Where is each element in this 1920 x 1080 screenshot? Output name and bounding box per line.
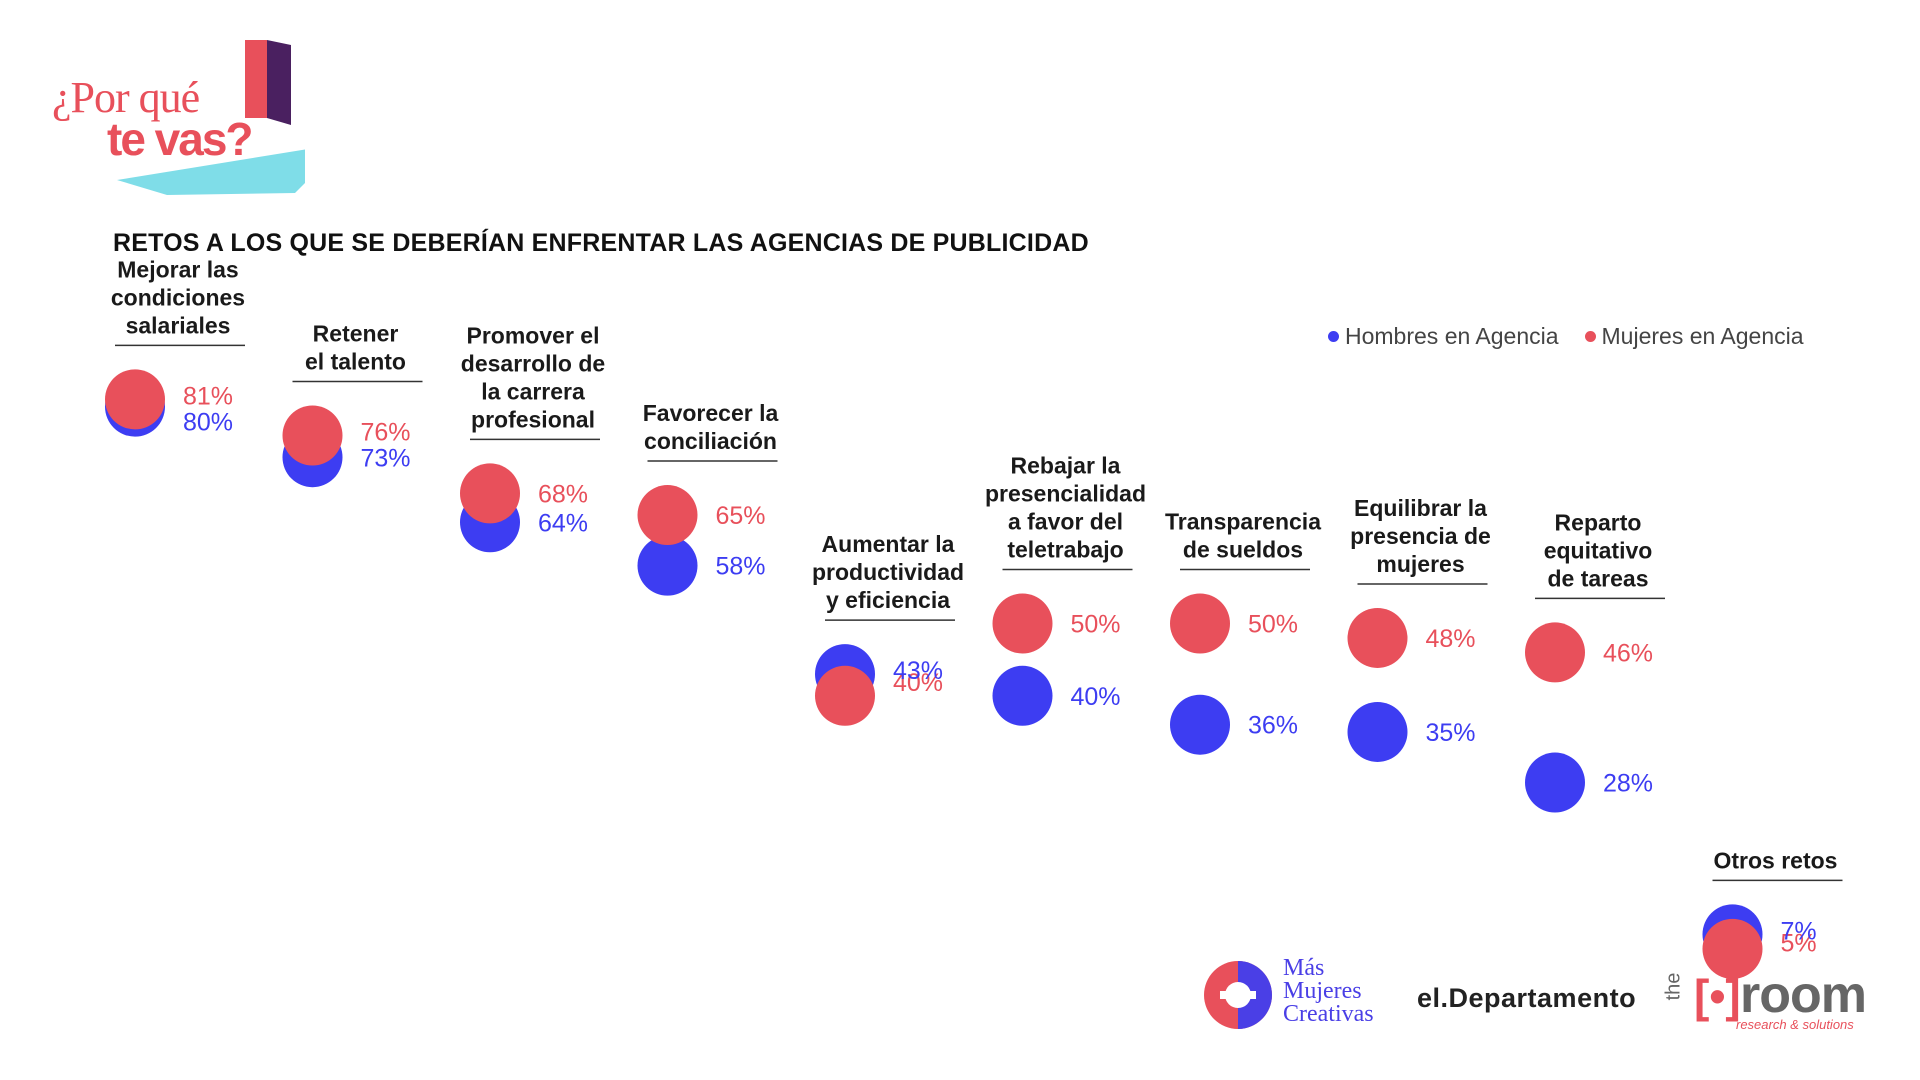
- category-label-line: Otros retos: [1714, 847, 1838, 873]
- value-label-hombres-0: 80%: [183, 408, 233, 436]
- category-label-line: Mejorar las: [117, 256, 238, 282]
- point-mujeres-7: [1347, 607, 1408, 668]
- legend-label-hombres: Hombres en Agencia: [1345, 323, 1559, 349]
- category-label-line: profesional: [471, 406, 595, 432]
- category-label-line: Equilibrar la: [1354, 495, 1487, 521]
- legend-dot-hombres: [1328, 331, 1339, 342]
- footer-logos: Más Mujeres Creativas el.Departamento th…: [1200, 955, 1880, 1035]
- category-label-line: presencia de: [1350, 523, 1491, 549]
- point-mujeres-3: [637, 485, 698, 546]
- point-mujeres-5: [992, 593, 1053, 654]
- legend-item-mujeres: Mujeres en Agencia: [1584, 323, 1804, 350]
- category-label-line: condiciones: [111, 284, 245, 310]
- category-label-line: y eficiencia: [826, 587, 950, 613]
- logo-plum-door: [267, 40, 291, 125]
- category-label-line: teletrabajo: [1007, 537, 1123, 563]
- category-label-line: Transparencia: [1165, 509, 1321, 535]
- value-label-hombres-9: 7%: [1781, 917, 1817, 945]
- category-label-line: el talento: [305, 349, 406, 375]
- point-hombres-7: [1347, 701, 1408, 762]
- mmc-line-1: Más: [1283, 955, 1325, 981]
- category-label-2: Promover el desarrollo de la carrera profes…: [461, 322, 605, 432]
- value-label-hombres-1: 73%: [361, 445, 411, 473]
- value-label-mujeres-4: 40%: [893, 669, 943, 697]
- category-label-line: Retener: [313, 321, 399, 347]
- legend-dot-mujeres: [1584, 331, 1596, 342]
- point-hombres-6: [1170, 694, 1230, 755]
- category-label-line: Rebajar la: [1011, 453, 1121, 479]
- category-label-line: desarrollo de: [461, 350, 605, 376]
- logo-cyan-shape: [117, 143, 345, 195]
- point-hombres-8: [1525, 752, 1585, 813]
- category-label-5: Rebajar la presencialidad a favor del telet…: [985, 453, 1146, 563]
- mmc-logo-icon: [1204, 961, 1272, 1029]
- mmc-line-2: Mujeres: [1283, 978, 1362, 1004]
- logo-text-line1: ¿Por qué: [52, 73, 200, 122]
- category-label-6: Transparencia de sueldos: [1165, 509, 1321, 563]
- point-mujeres-2: [460, 463, 520, 524]
- category-label-0: Mejorar las condiciones salariales: [111, 256, 245, 338]
- value-label-hombres-6: 36%: [1248, 712, 1298, 740]
- the-room-bracket: [•]: [1694, 970, 1741, 1022]
- point-mujeres-4: [815, 665, 875, 726]
- category-label-line: Promover el: [467, 322, 600, 348]
- category-label-line: de tareas: [1547, 565, 1648, 591]
- value-label-hombres-3: 58%: [716, 553, 766, 581]
- logo-text-line2: te vas?: [107, 113, 254, 165]
- legend-label-mujeres: Mujeres en Agencia: [1601, 323, 1804, 349]
- category-label-line: Reparto: [1555, 509, 1642, 535]
- el-departamento-logo: el.Departamento: [1417, 983, 1637, 1013]
- value-label-mujeres-5: 50%: [1071, 611, 1121, 639]
- category-label-line: productividad: [812, 559, 964, 585]
- category-label-8: Reparto equitativo de tareas: [1544, 509, 1653, 591]
- value-label-mujeres-9: 5%: [1781, 929, 1817, 957]
- value-label-hombres-8: 28%: [1603, 770, 1653, 798]
- point-mujeres-6: [1170, 593, 1230, 654]
- category-label-line: mujeres: [1376, 551, 1464, 577]
- legend-item-hombres: Hombres en Agencia: [1328, 323, 1559, 350]
- value-label-mujeres-2: 68%: [538, 480, 588, 508]
- category-label-line: Favorecer la: [643, 400, 779, 426]
- point-hombres-3: [637, 535, 698, 596]
- value-label-mujeres-8: 46%: [1603, 639, 1653, 667]
- category-label-line: Aumentar la: [822, 531, 955, 557]
- logo-coral-door: [245, 40, 267, 118]
- the-room-the: the: [1662, 972, 1685, 1001]
- the-room-word: room: [1740, 966, 1867, 1024]
- category-label-line: la carrera: [481, 378, 585, 404]
- category-label-line: salariales: [126, 312, 231, 338]
- the-room-subtitle: research & solutions: [1736, 1017, 1854, 1032]
- value-label-hombres-2: 64%: [538, 509, 588, 537]
- category-label-9: Otros retos: [1714, 847, 1838, 873]
- chart-title: RETOS A LOS QUE SE DEBERÍAN ENFRENTAR LA…: [113, 229, 1089, 257]
- category-label-line: presencialidad: [985, 481, 1146, 507]
- point-mujeres-1: [282, 405, 343, 466]
- point-mujeres-9: [1702, 918, 1763, 979]
- value-label-mujeres-0: 81%: [183, 382, 233, 410]
- value-label-mujeres-6: 50%: [1248, 611, 1298, 639]
- point-mujeres-8: [1525, 622, 1585, 683]
- category-label-1: Retener el talento: [305, 321, 406, 375]
- category-label-4: Aumentar la productividad y eficiencia: [812, 531, 964, 613]
- category-label-line: equitativo: [1544, 537, 1653, 563]
- chart-legend: Hombres en Agencia Mujeres en Agencia: [1328, 323, 1804, 350]
- mmc-logo-text: Más Mujeres Creativas: [1283, 955, 1374, 1027]
- category-label-3: Favorecer la conciliación: [643, 400, 779, 454]
- value-label-hombres-7: 35%: [1426, 719, 1476, 747]
- value-label-mujeres-1: 76%: [361, 419, 411, 447]
- point-hombres-5: [992, 665, 1053, 726]
- category-label-line: de sueldos: [1183, 537, 1303, 563]
- logo-graphic: [117, 40, 345, 195]
- value-label-hombres-5: 40%: [1071, 683, 1121, 711]
- category-label-line: a favor del: [1008, 509, 1123, 535]
- point-mujeres-0: [105, 369, 165, 430]
- value-label-mujeres-7: 48%: [1426, 625, 1476, 653]
- por-que-te-vas-logo: [45, 35, 345, 205]
- value-label-mujeres-3: 65%: [716, 502, 766, 530]
- mmc-line-3: Creativas: [1283, 1001, 1374, 1027]
- category-label-line: conciliación: [644, 428, 777, 454]
- category-label-7: Equilibrar la presencia de mujeres: [1350, 495, 1491, 577]
- value-label-hombres-4: 43%: [893, 657, 943, 685]
